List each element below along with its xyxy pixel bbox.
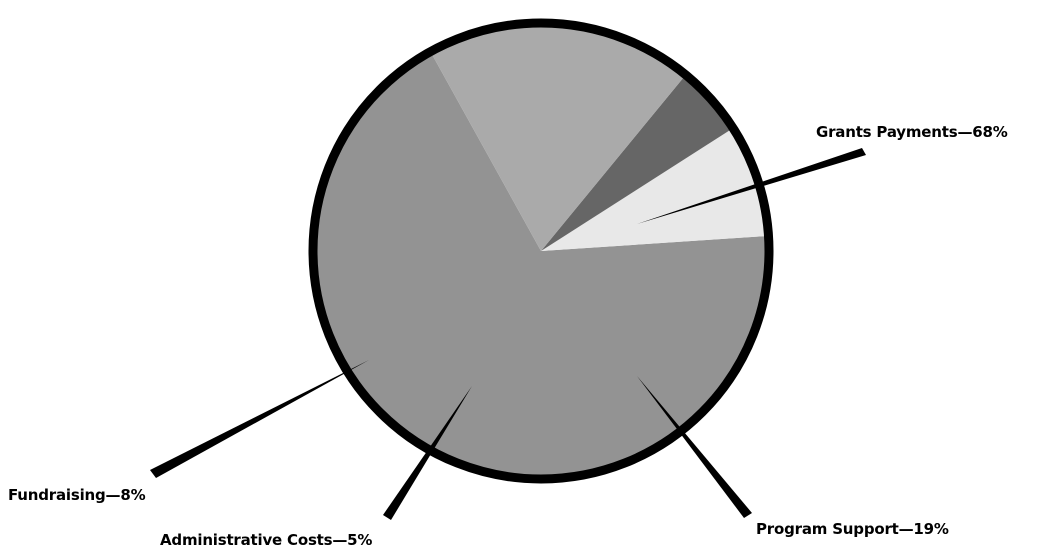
pointer-administrative-costs <box>383 386 472 520</box>
slice-grants-payments <box>313 51 769 480</box>
label-administrative-costs: Administrative Costs—5% <box>160 531 372 549</box>
label-fundraising: Fundraising—8% <box>8 486 146 504</box>
label-program-support: Program Support—19% <box>756 520 949 538</box>
slice-fundraising <box>541 128 769 251</box>
pie-slices <box>313 22 769 480</box>
pointer-program-support <box>637 376 752 518</box>
label-grants-payments: Grants Payments—68% <box>816 123 1008 141</box>
pie-outline <box>308 18 774 484</box>
label-pointers <box>150 148 866 520</box>
pointer-fundraising <box>150 360 369 478</box>
slice-administrative-costs <box>541 74 734 251</box>
pointer-grants-payments <box>637 148 866 224</box>
slice-program-support <box>430 22 686 251</box>
